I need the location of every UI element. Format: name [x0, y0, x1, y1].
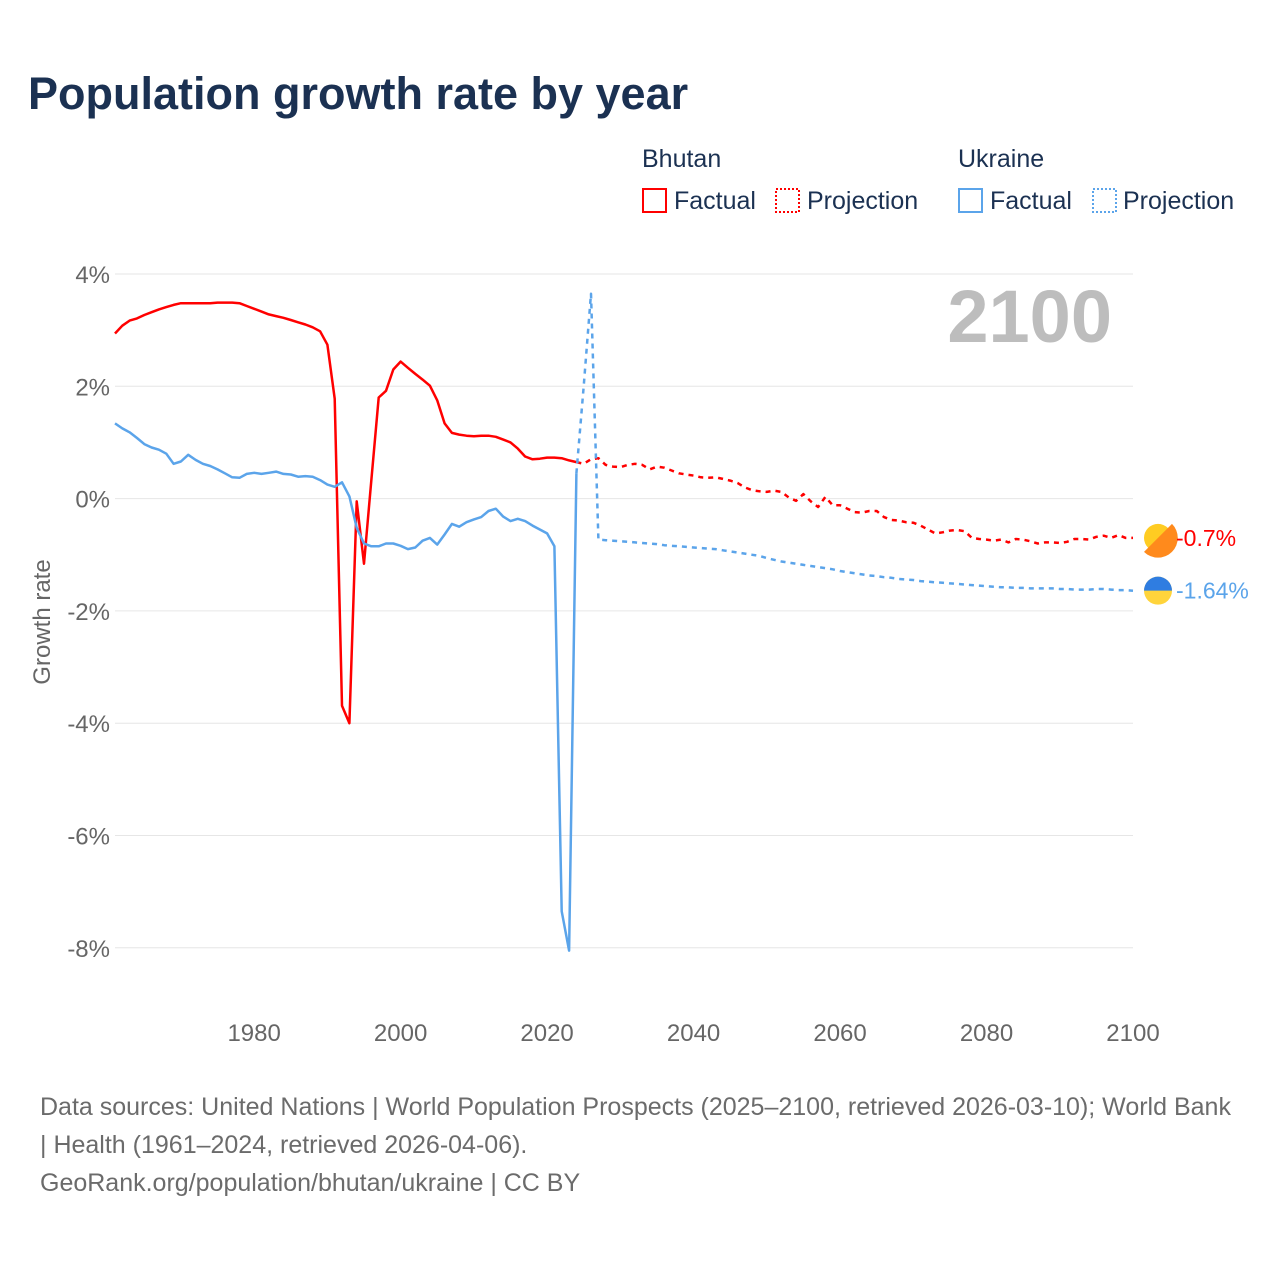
- x-tick-label: 2080: [960, 1020, 1013, 1047]
- x-tick-label: 2060: [813, 1020, 866, 1047]
- bhutan-end-marker: -0.7%: [1144, 523, 1236, 558]
- legend-swatch-ukraine-factual[interactable]: [958, 188, 983, 213]
- y-tick-label: -6%: [67, 824, 110, 851]
- legend: Bhutan Factual Projection Ukraine Factua…: [642, 145, 1234, 215]
- sources-link[interactable]: GeoRank.org/population/bhutan/ukraine | …: [40, 1169, 581, 1197]
- x-tick-label: 1980: [227, 1020, 280, 1047]
- legend-group-ukraine: Ukraine: [958, 145, 1044, 173]
- x-tick-label: 2040: [667, 1020, 720, 1047]
- ukraine-flag-upper-half: [1144, 576, 1172, 591]
- bhutan-factual-line: [114, 301, 577, 725]
- x-tick-label: 2020: [520, 1020, 573, 1047]
- sources-text: Data sources: United Nations | World Pop…: [40, 1093, 1231, 1159]
- y-tick-label: -2%: [67, 599, 110, 626]
- x-tick-label: 2000: [374, 1020, 427, 1047]
- ukraine-end-label: -1.64%: [1176, 578, 1249, 604]
- y-tick-label: 0%: [75, 487, 110, 514]
- legend-group-bhutan: Bhutan: [642, 145, 721, 173]
- y-axis-label: Growth rate: [29, 559, 56, 684]
- legend-swatch-ukraine-projection[interactable]: [1092, 188, 1117, 213]
- legend-swatch-bhutan-projection[interactable]: [775, 188, 800, 213]
- legend-swatch-bhutan-factual[interactable]: [642, 188, 667, 213]
- y-tick-label: 4%: [75, 262, 110, 289]
- ukraine-factual-line: [114, 422, 578, 952]
- bhutan-end-label: -0.7%: [1176, 525, 1236, 551]
- chart-title: Population growth rate by year: [28, 68, 689, 119]
- legend-bhutan-projection[interactable]: Projection: [807, 187, 918, 215]
- legend-ukraine-projection[interactable]: Projection: [1123, 187, 1234, 215]
- y-tick-label: -8%: [67, 936, 110, 963]
- ukraine-end-marker: -1.64%: [1144, 576, 1249, 605]
- legend-bhutan-factual[interactable]: Factual: [674, 187, 756, 215]
- legend-ukraine-factual[interactable]: Factual: [990, 187, 1072, 215]
- y-tick-label: -4%: [67, 711, 110, 738]
- year-display: 2100: [947, 275, 1112, 358]
- bhutan-flag-lower-half: [1144, 523, 1178, 558]
- x-tick-label: 2100: [1106, 1020, 1159, 1047]
- sources: Data sources: United Nations | World Pop…: [40, 1088, 1240, 1202]
- ukraine-projection-line: [575, 292, 1134, 592]
- bhutan-projection-line: [576, 456, 1133, 545]
- y-tick-label: 2%: [75, 374, 110, 401]
